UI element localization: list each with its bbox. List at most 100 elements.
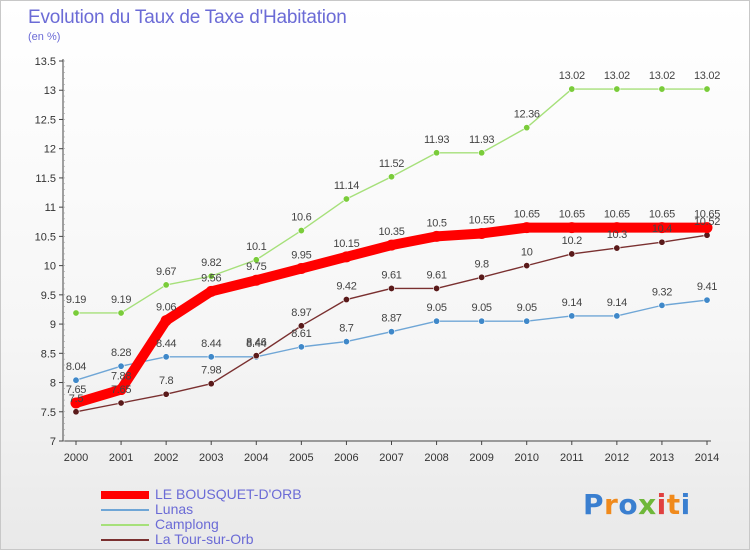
data-point: [433, 317, 441, 325]
data-point: [117, 399, 125, 407]
data-point: [523, 317, 531, 325]
legend: LE BOUSQUET-D'ORB Lunas Camplong La Tour-su…: [101, 487, 302, 547]
data-point: [342, 338, 350, 346]
data-label: 9.82: [201, 257, 221, 269]
data-label: 13.02: [604, 70, 630, 82]
y-tick-label: 7.5: [41, 407, 56, 419]
data-label: 10.52: [694, 216, 720, 228]
data-label: 9.42: [336, 281, 356, 293]
legend-label: Camplong: [155, 516, 219, 532]
x-tick-label: 2011: [560, 452, 584, 464]
data-label: 7.98: [201, 365, 221, 377]
data-label: 9.61: [381, 269, 401, 281]
proxiti-logo: Proxiti: [583, 488, 691, 521]
data-label: 10.15: [333, 238, 359, 250]
data-point: [297, 322, 305, 330]
x-tick-label: 2013: [650, 452, 674, 464]
data-label: 8.28: [111, 347, 131, 359]
data-point: [566, 222, 578, 234]
data-label: 13.02: [559, 70, 585, 82]
data-point: [160, 315, 172, 327]
data-label: 10.2: [562, 235, 582, 247]
data-point: [478, 149, 486, 157]
data-label: 8.87: [381, 313, 401, 325]
x-tick-label: 2004: [244, 452, 268, 464]
data-label: 9.05: [517, 302, 537, 314]
y-tick-label: 11: [45, 202, 56, 214]
y-tick-label: 13: [44, 85, 56, 97]
x-tick-label: 2001: [109, 452, 133, 464]
y-tick-label: 12: [44, 144, 56, 156]
data-label: 9.8: [474, 258, 489, 270]
data-label: 8.61: [291, 328, 311, 340]
data-point: [162, 390, 170, 398]
legend-swatch: [101, 508, 149, 511]
data-point: [478, 317, 486, 325]
data-label: 10.1: [246, 241, 266, 253]
y-tick-label: 11.5: [35, 173, 56, 185]
data-point: [252, 352, 260, 360]
y-tick-label: 9.5: [41, 290, 56, 302]
y-tick-label: 8.5: [41, 348, 56, 360]
data-label: 10.55: [469, 214, 495, 226]
logo-letter: o: [618, 488, 639, 521]
data-label: 11.52: [379, 158, 404, 170]
data-label: 10: [521, 247, 533, 259]
data-point: [568, 312, 576, 320]
data-label: 9.95: [291, 250, 311, 262]
data-label: 11.93: [469, 134, 494, 146]
data-point: [656, 222, 668, 234]
data-label: 9.14: [562, 297, 582, 309]
data-label: 7.88: [111, 371, 131, 383]
data-label: 7.65: [66, 384, 86, 396]
data-point: [613, 312, 621, 320]
logo-letter: i: [656, 488, 667, 521]
data-point: [568, 85, 576, 93]
y-tick-label: 12.5: [35, 114, 56, 126]
logo-letter: r: [604, 488, 619, 521]
data-point: [297, 343, 305, 351]
data-point: [478, 273, 486, 281]
data-point: [207, 272, 215, 280]
data-point: [117, 309, 125, 317]
legend-label: Lunas: [155, 501, 194, 517]
data-label: 9.61: [426, 269, 446, 281]
data-label: 13.02: [649, 70, 675, 82]
y-tick-label: 7: [50, 436, 56, 448]
x-tick-label: 2003: [199, 452, 223, 464]
y-tick-label: 8: [50, 378, 56, 390]
data-label: 11.93: [424, 134, 449, 146]
data-point: [433, 284, 441, 292]
chart-title: Evolution du Taux de Taxe d'Habitation: [28, 7, 347, 28]
x-tick-label: 2007: [379, 452, 403, 464]
data-point: [658, 238, 666, 246]
y-tick-label: 13.5: [35, 56, 56, 68]
data-point: [72, 376, 80, 384]
legend-swatch: [101, 490, 149, 499]
x-tick-label: 2006: [334, 452, 358, 464]
data-label: 9.56: [201, 272, 221, 284]
data-label: 9.19: [111, 294, 131, 306]
data-label: 9.06: [156, 302, 176, 314]
data-label: 8.44: [201, 338, 221, 350]
data-point: [701, 222, 713, 234]
data-label: 9.05: [426, 302, 446, 314]
logo-letter: x: [638, 488, 657, 521]
data-label: 8.04: [66, 361, 86, 373]
data-point: [703, 296, 711, 304]
x-tick-label: 2012: [605, 452, 629, 464]
data-point: [340, 251, 352, 263]
data-label: 8.7: [339, 323, 354, 335]
logo-letter: i: [680, 488, 691, 521]
legend-item: La Tour-sur-Orb: [101, 532, 302, 547]
data-label: 10.6: [291, 212, 311, 224]
legend-item: LE BOUSQUET-D'ORB: [101, 487, 302, 502]
data-label: 12.36: [514, 109, 540, 121]
data-point: [523, 262, 531, 270]
legend-item: Lunas: [101, 502, 302, 517]
data-point: [342, 296, 350, 304]
data-label: 10.4: [652, 223, 672, 235]
data-label: 8.97: [291, 307, 311, 319]
y-axis-unit: (en %): [28, 31, 61, 43]
